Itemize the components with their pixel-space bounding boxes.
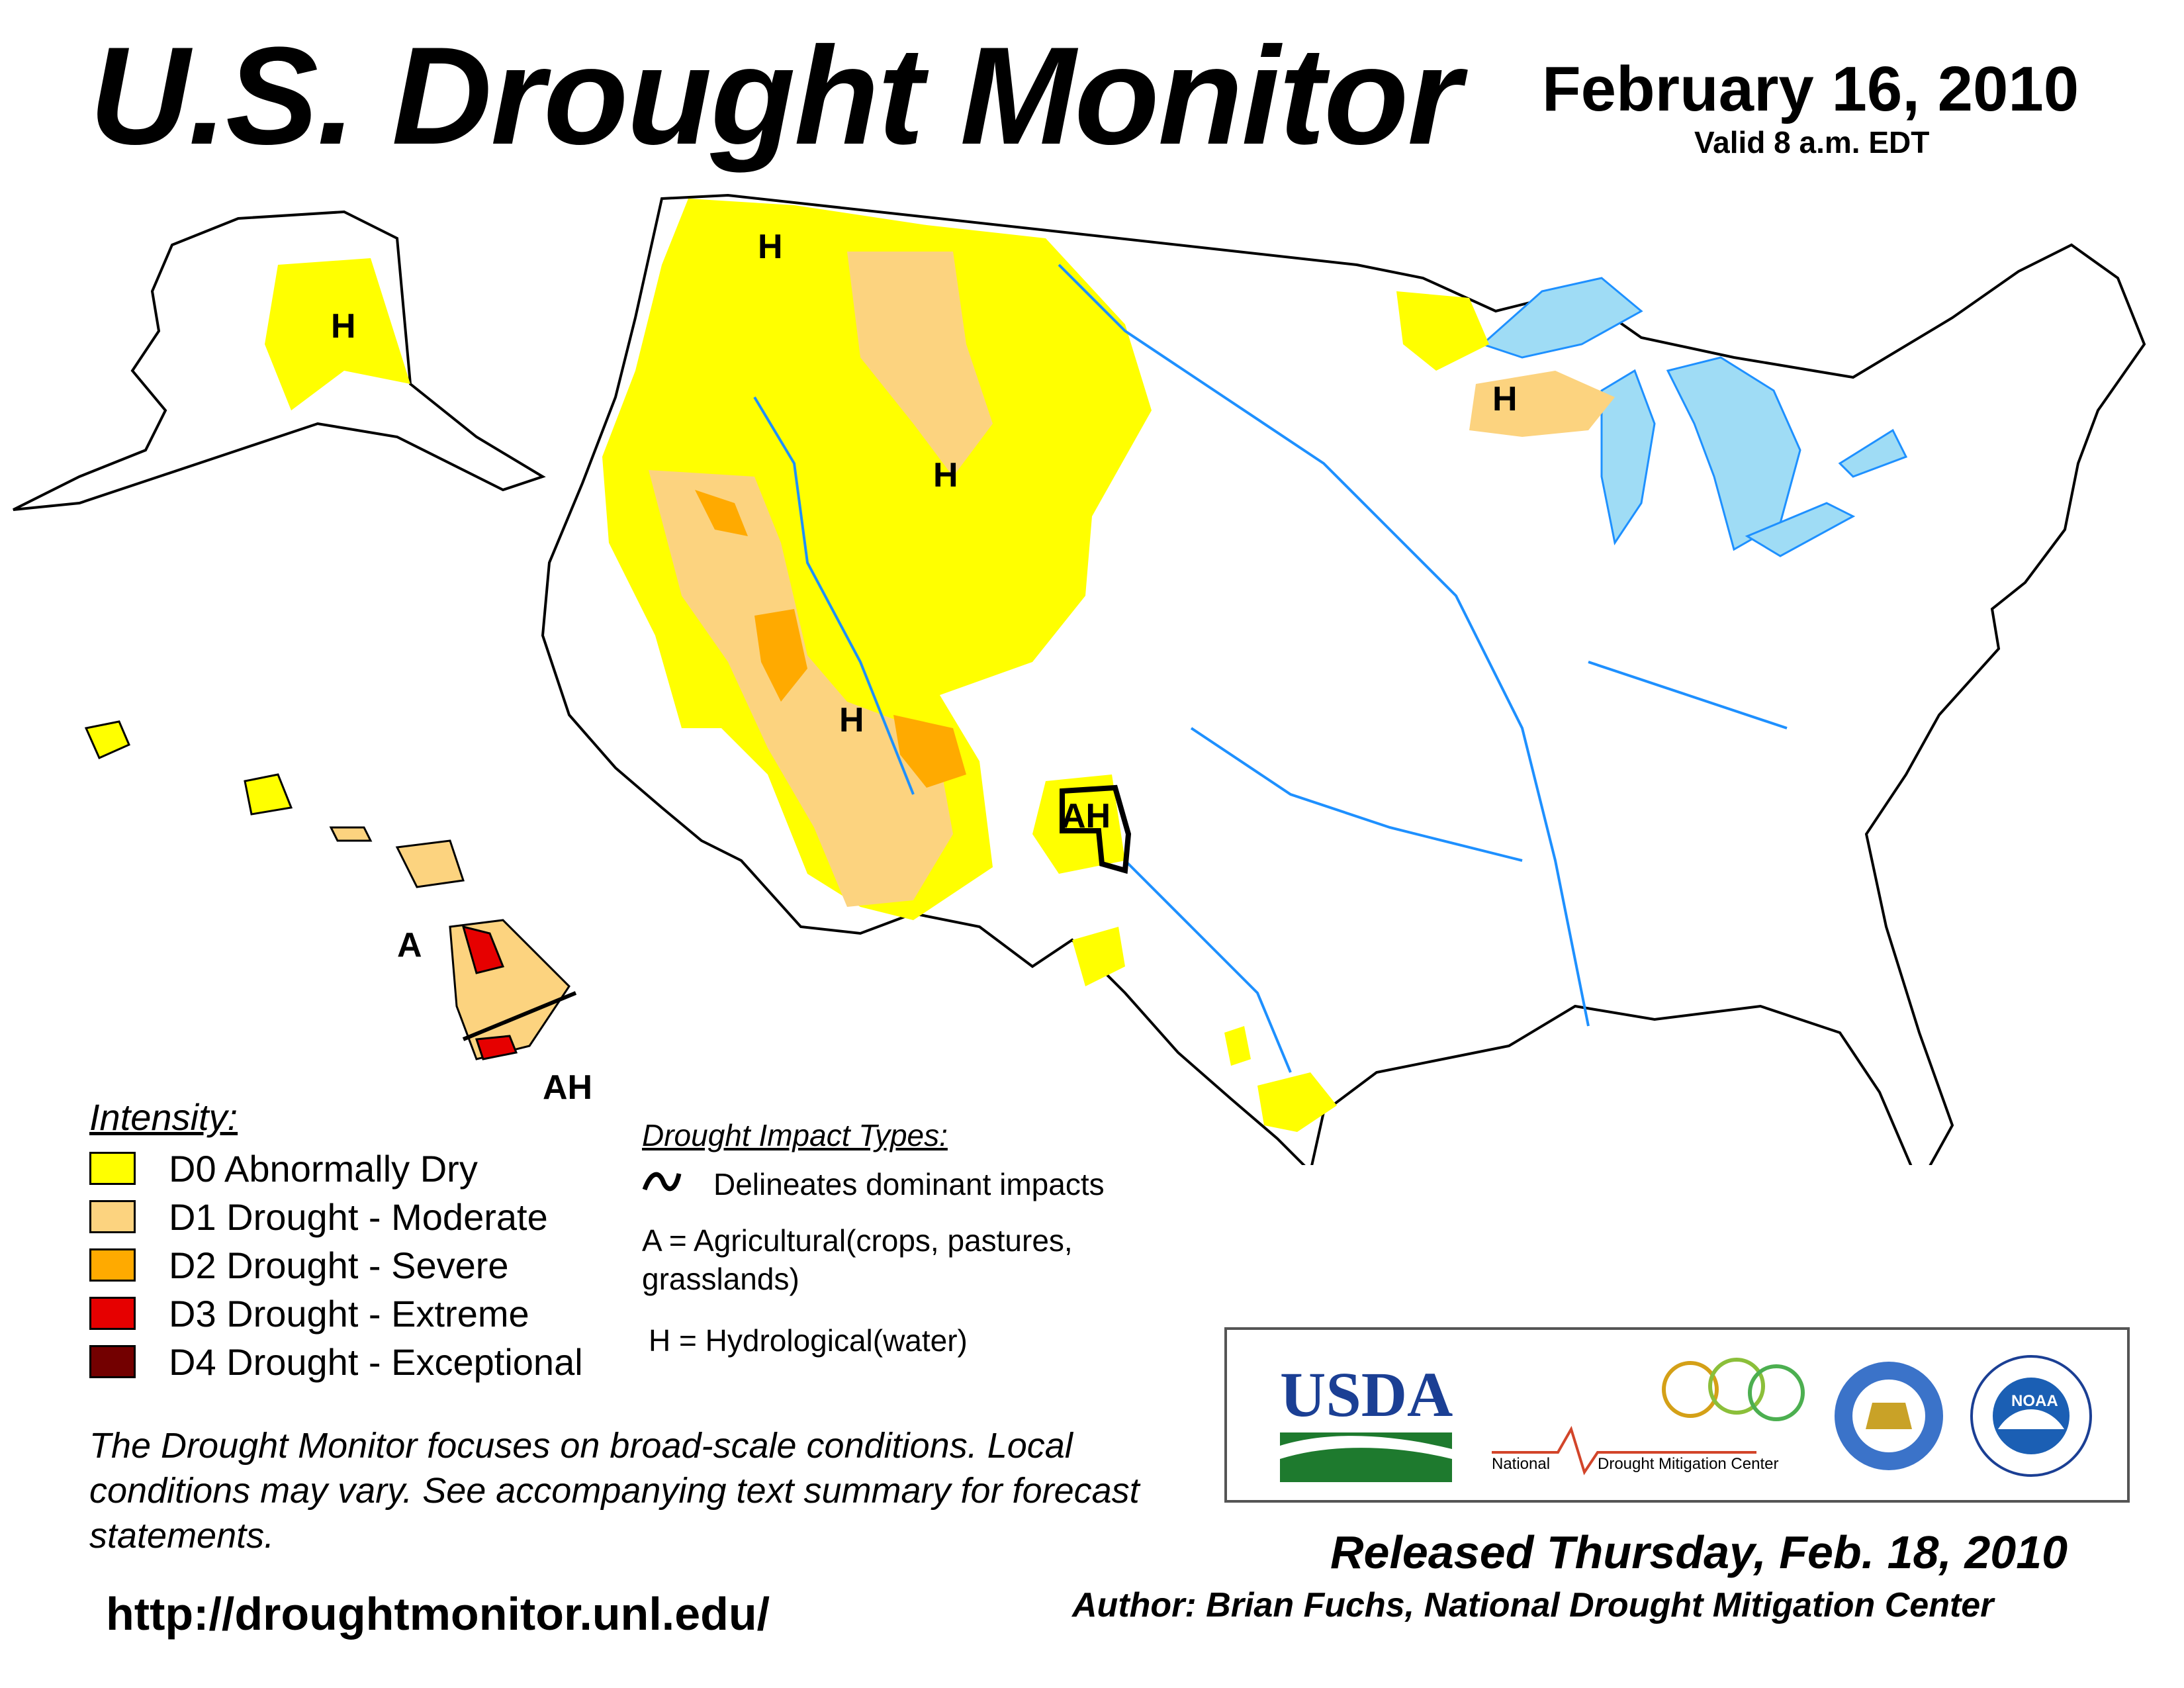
legend-swatch-d1 bbox=[89, 1200, 136, 1233]
ndmc-rest-text: Drought Mitigation Center bbox=[1598, 1455, 1778, 1473]
alaska-d0 bbox=[265, 258, 410, 410]
legend-item-d2: D2 Drought - Severe bbox=[89, 1244, 509, 1286]
impact-hydrological-text: H = Hydrological(water) bbox=[649, 1323, 968, 1358]
delineation-line-icon bbox=[642, 1172, 682, 1192]
release-date: Released Thursday, Feb. 18, 2010 bbox=[1330, 1526, 2068, 1578]
label-h-utah: H bbox=[839, 701, 864, 739]
label-h-washington: H bbox=[758, 228, 783, 266]
hawaii-delineation bbox=[462, 991, 577, 1041]
legend-label-d1: D1 Drought - Moderate bbox=[169, 1196, 548, 1238]
great-lakes bbox=[1480, 277, 1908, 557]
ndmc-national-text: National bbox=[1492, 1455, 1550, 1473]
drought-map: H H H H H AH A AH bbox=[13, 193, 2146, 1165]
map-title: U.S. Drought Monitor bbox=[89, 18, 1461, 173]
disclaimer-text: The Drought Monitor focuses on broad-sca… bbox=[89, 1426, 1140, 1556]
legend-item-d1: D1 Drought - Moderate bbox=[89, 1196, 548, 1238]
ndmc-pulse-icon bbox=[1492, 1425, 1756, 1476]
drought-areas bbox=[602, 199, 1615, 1132]
label-ah-newmexico: AH bbox=[1061, 797, 1111, 835]
map-date: February 16, 2010 bbox=[1542, 54, 2079, 124]
d1-wisconsin bbox=[1469, 371, 1615, 437]
hawaii bbox=[84, 720, 570, 1060]
legend-swatch-d4 bbox=[89, 1345, 136, 1378]
d2-arizona bbox=[893, 715, 966, 788]
legend-label-d4: D4 Drought - Exceptional bbox=[169, 1340, 583, 1383]
legend-label-d2: D2 Drought - Severe bbox=[169, 1244, 509, 1286]
d0-texas-south bbox=[1224, 1026, 1251, 1066]
label-ah-hawaii: AH bbox=[543, 1068, 592, 1107]
label-h-wisconsin: H bbox=[1492, 380, 1518, 418]
impact-types-title: Drought Impact Types: bbox=[642, 1118, 948, 1152]
legend-swatch-d2 bbox=[89, 1248, 136, 1282]
legend-title: Intensity: bbox=[89, 1096, 238, 1138]
legend-label-d3: D3 Drought - Extreme bbox=[169, 1292, 529, 1335]
d0-texas-westtip bbox=[1072, 927, 1125, 986]
impact-agricultural-text: A = Agricultural(crops, pastures, grassl… bbox=[642, 1223, 1073, 1296]
d0-texas-coast bbox=[1257, 1072, 1337, 1132]
logo-row: USDA National Drought Mitigation Center … bbox=[1280, 1355, 2092, 1482]
noaa-logo-icon: NOAA bbox=[1970, 1355, 2092, 1477]
legend-swatch-d3 bbox=[89, 1297, 136, 1330]
commerce-seal-icon bbox=[1831, 1358, 1947, 1474]
valid-time: Valid 8 a.m. EDT bbox=[1694, 125, 1930, 160]
label-h-idaho: H bbox=[933, 456, 958, 494]
rivers bbox=[753, 263, 1788, 1073]
legend-item-d3: D3 Drought - Extreme bbox=[89, 1292, 529, 1335]
noaa-text: NOAA bbox=[2011, 1392, 2058, 1410]
website-link[interactable]: http://droughtmonitor.unl.edu/ bbox=[106, 1588, 770, 1640]
ah-delineation bbox=[1060, 784, 1132, 874]
d2-oregon bbox=[695, 490, 748, 536]
d1-northrockies bbox=[847, 252, 993, 477]
legend-label-d0: D0 Abnormally Dry bbox=[169, 1147, 478, 1190]
d1-west bbox=[649, 470, 953, 907]
d2-nevada bbox=[754, 609, 807, 702]
label-h-alaska: H bbox=[331, 307, 356, 346]
impact-delineates-text: Delineates dominant impacts bbox=[713, 1167, 1105, 1201]
usda-logo: USDA bbox=[1280, 1359, 1453, 1430]
author-credit: Author: Brian Fuchs, National Drought Mi… bbox=[1072, 1586, 1994, 1624]
legend-item-d4: D4 Drought - Exceptional bbox=[89, 1340, 583, 1383]
partner-logos: USDA National Drought Mitigation Center … bbox=[1224, 1327, 2130, 1503]
d0-west bbox=[602, 199, 1152, 920]
tree-icon bbox=[1662, 1358, 1805, 1421]
label-a-hawaii: A bbox=[397, 926, 422, 964]
legend-swatch-d0 bbox=[89, 1152, 136, 1185]
d0-minnesota bbox=[1396, 291, 1489, 371]
legend-item-d0: D0 Abnormally Dry bbox=[89, 1147, 478, 1190]
